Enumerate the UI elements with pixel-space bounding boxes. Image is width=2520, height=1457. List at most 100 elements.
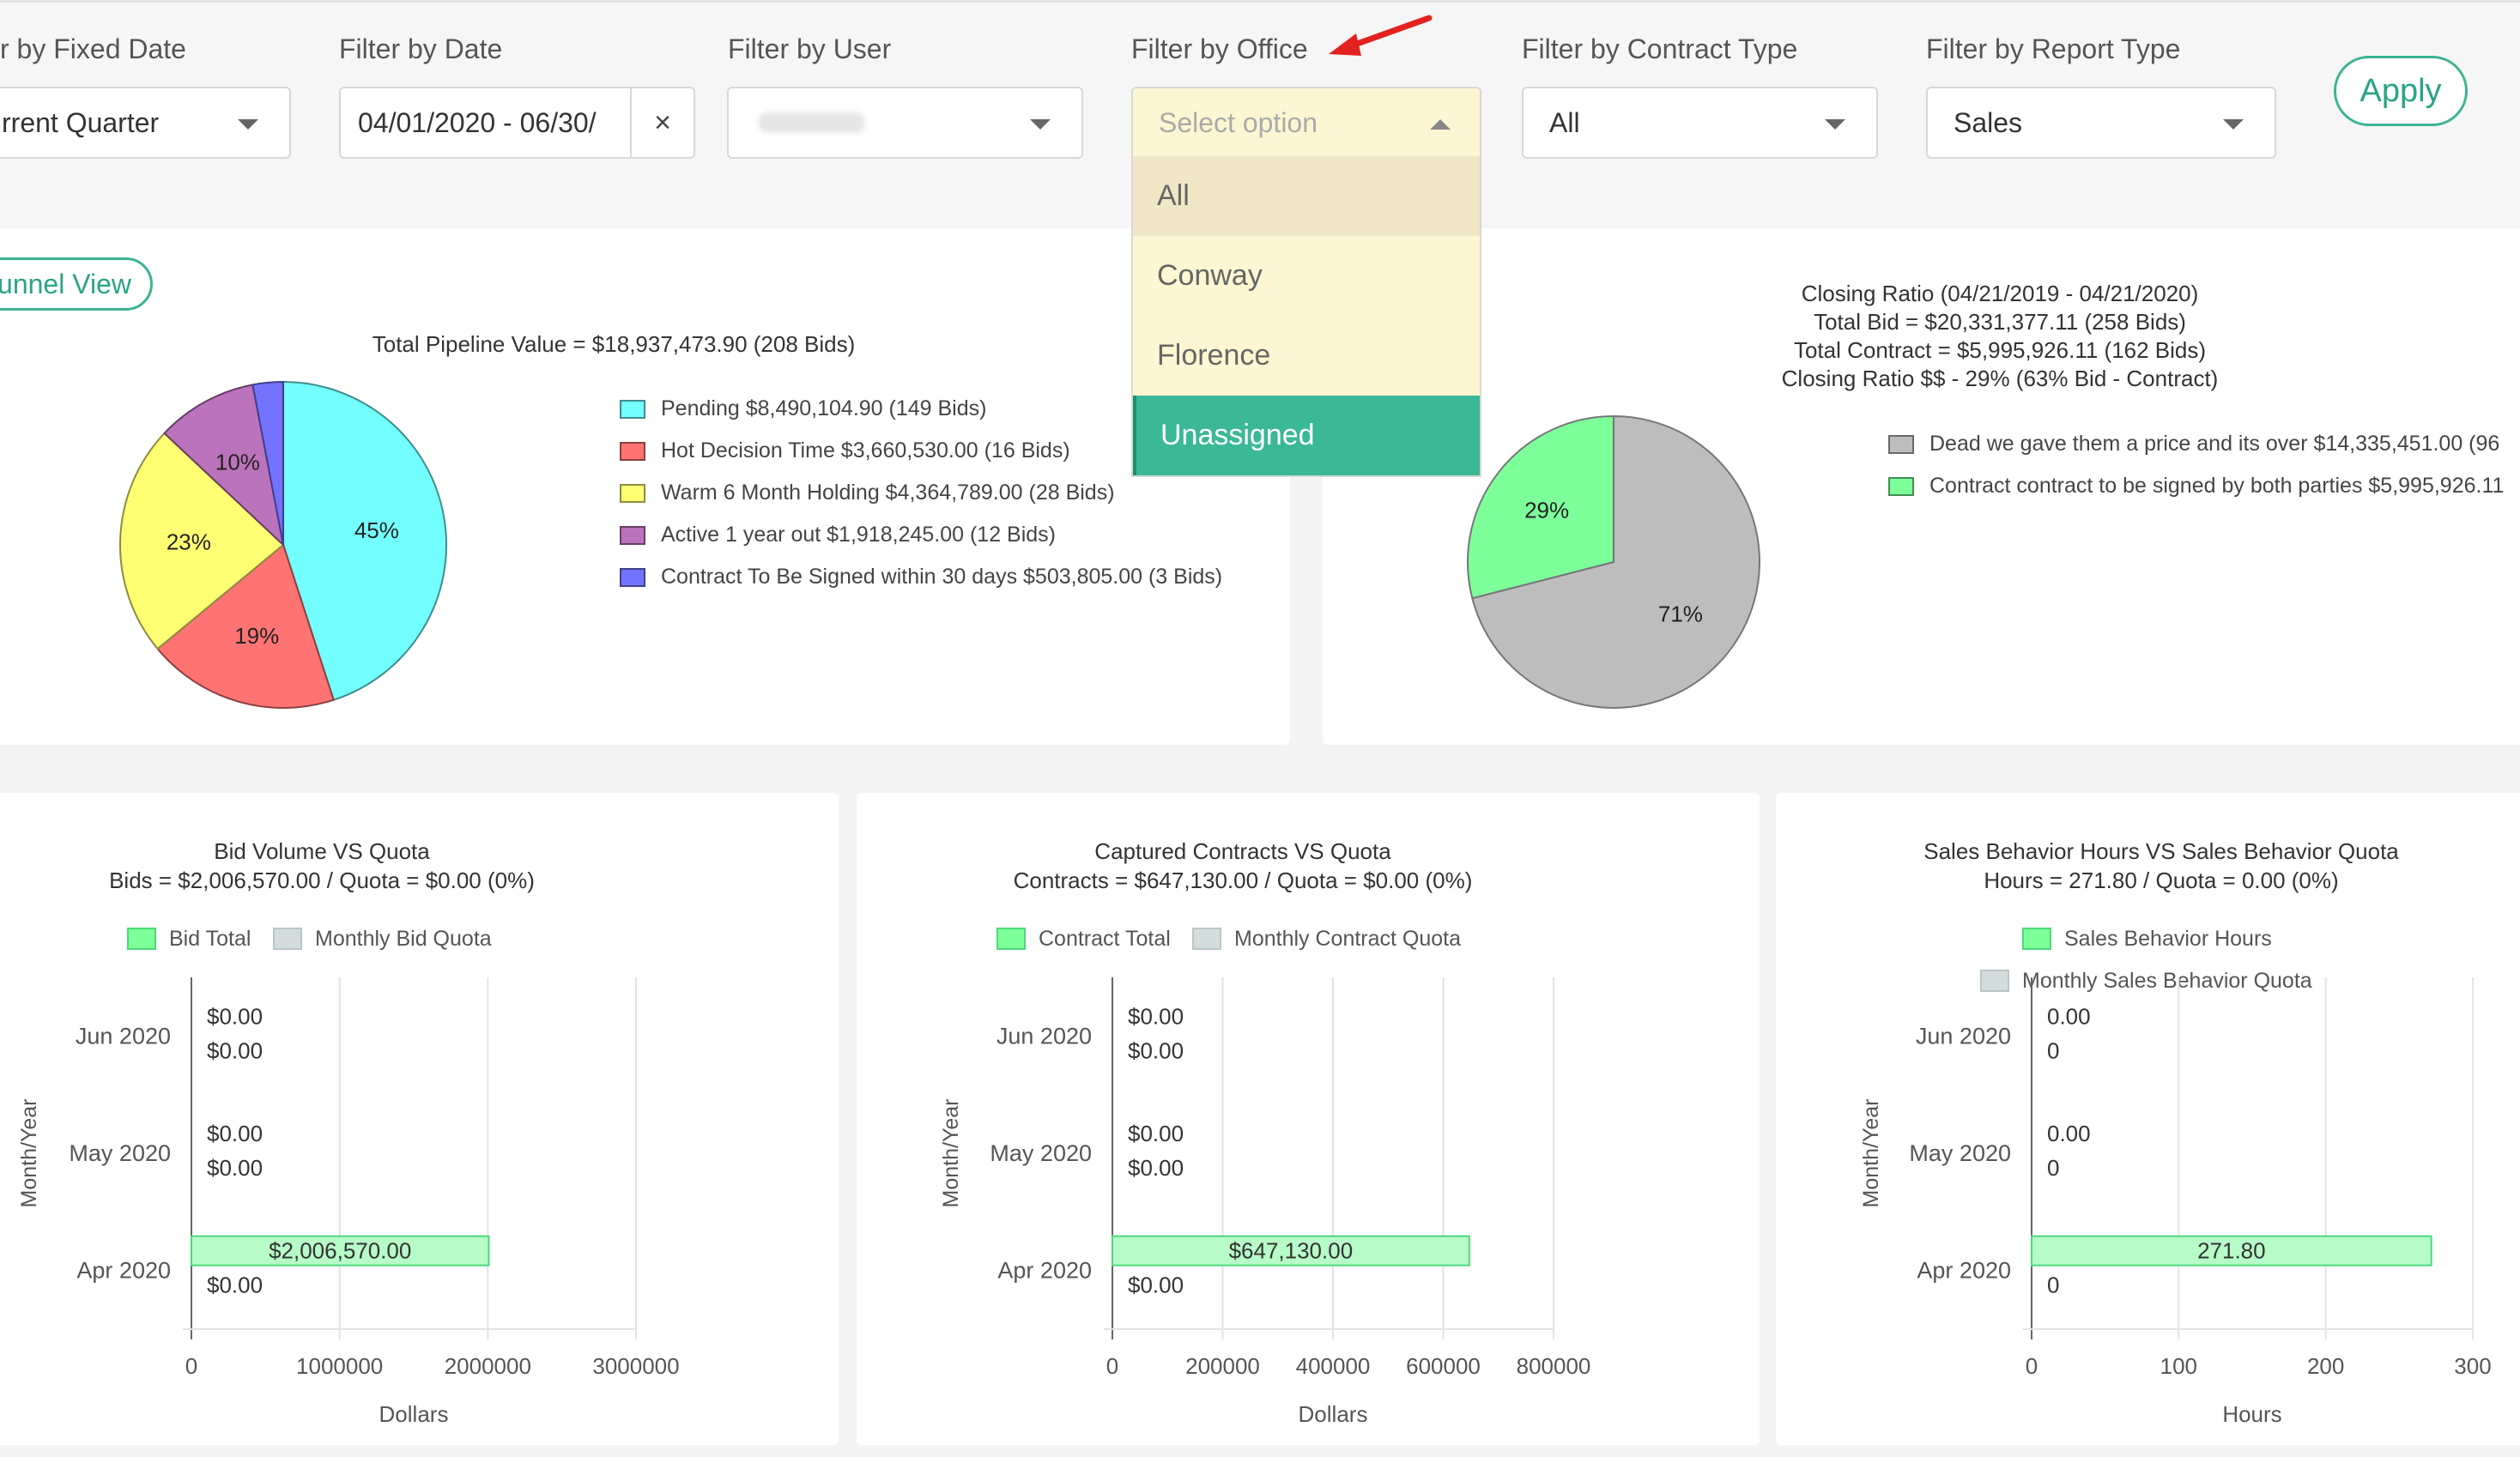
user-value-redacted — [758, 112, 865, 133]
chevron-up-icon — [1430, 119, 1451, 130]
legend-label[interactable]: Monthly Sales Behavior Quota — [2022, 969, 2312, 993]
bar-value-label: $0.00 — [1128, 1003, 1184, 1029]
legend-item[interactable]: Warm 6 Month Holding $4,364,789.00 (28 B… — [620, 481, 1115, 505]
x-axis-label: Hours — [2222, 1401, 2281, 1427]
y-tick-label: Apr 2020 — [76, 1258, 171, 1284]
legend-swatch — [1981, 970, 2008, 991]
bar-value-label: 0.00 — [2047, 1003, 2091, 1029]
office-dropdown-menu: All Conway Florence Unassigned — [1131, 156, 1481, 477]
legend-swatch — [620, 484, 645, 503]
bar-value-label: $0.00 — [1128, 1121, 1184, 1146]
date-range-value: 04/01/2020 - 06/30/ — [358, 107, 615, 139]
bar-value-label: $0.00 — [207, 1273, 263, 1298]
pie-slice-label: 23% — [167, 529, 211, 555]
closing-ratio-pie-chart: 71% 29% — [1451, 403, 1785, 729]
closing-ratio-title-line: Closing Ratio $$ - 29% (63% Bid - Contra… — [1657, 365, 2343, 393]
closing-ratio-title-line: Total Bid = $20,331,377.11 (258 Bids) — [1657, 308, 2343, 336]
bar-value-label: $0.00 — [1128, 1155, 1184, 1181]
contract-type-select[interactable]: All — [1522, 87, 1878, 159]
legend-label: Contract contract to be signed by both p… — [1929, 474, 2504, 499]
legend-label[interactable]: Bid Total — [169, 927, 251, 951]
legend-item[interactable]: Contract To Be Signed within 30 days $50… — [620, 565, 1222, 589]
pipeline-chart-title: Total Pipeline Value = $18,937,473.90 (2… — [257, 331, 970, 358]
filter-contract-type-label: Filter by Contract Type — [1522, 33, 1797, 65]
bar-value-label: $0.00 — [207, 1155, 263, 1181]
closing-ratio-title-line: Closing Ratio (04/21/2019 - 04/21/2020) — [1657, 280, 2343, 308]
chevron-down-icon — [238, 119, 258, 130]
bar-value-label: 271.80 — [2197, 1238, 2266, 1264]
bar-value-label: 0 — [2047, 1155, 2059, 1181]
sales-behavior-bar-chart: Sales Behavior Hours VS Sales Behavior Q… — [1776, 793, 2520, 1445]
pie-slice-label: 10% — [215, 449, 260, 475]
y-tick-label: Apr 2020 — [997, 1258, 1092, 1284]
x-tick-label: 0 — [185, 1353, 197, 1379]
legend-swatch — [274, 928, 301, 949]
filter-office-label: Filter by Office — [1131, 33, 1308, 65]
legend-item[interactable]: Hot Decision Time $3,660,530.00 (16 Bids… — [620, 438, 1070, 463]
report-type-value: Sales — [1954, 107, 2022, 139]
y-tick-label: Jun 2020 — [996, 1023, 1092, 1049]
office-option-all[interactable]: All — [1133, 156, 1480, 236]
legend-label: Hot Decision Time $3,660,530.00 (16 Bids… — [661, 438, 1070, 463]
office-option-florence[interactable]: Florence — [1133, 316, 1480, 396]
closing-ratio-title: Closing Ratio (04/21/2019 - 04/21/2020) … — [1657, 280, 2343, 393]
legend-swatch — [620, 526, 645, 545]
bar-value-label: 0.00 — [2047, 1121, 2091, 1146]
chart-title: Bids = $2,006,570.00 / Quota = $0.00 (0%… — [109, 868, 535, 893]
filter-date-label: Filter by Date — [339, 33, 502, 65]
funnel-view-button[interactable]: unnel View — [0, 257, 153, 311]
legend-swatch — [1888, 477, 1914, 496]
office-select-placeholder: Select option — [1159, 107, 1318, 139]
user-select[interactable] — [727, 87, 1083, 159]
closing-ratio-title-line: Total Contract = $5,995,926.11 (162 Bids… — [1657, 336, 2343, 365]
chevron-down-icon — [1030, 119, 1051, 130]
x-tick-label: 100 — [2160, 1353, 2197, 1379]
legend-label[interactable]: Sales Behavior Hours — [2064, 927, 2272, 951]
contract-type-value: All — [1549, 107, 1580, 139]
y-axis-label: Month/Year — [17, 1099, 41, 1208]
report-type-select[interactable]: Sales — [1926, 87, 2276, 159]
bar-value-label: 0 — [2047, 1273, 2059, 1298]
legend-item[interactable]: Dead we gave them a price and its over $… — [1888, 432, 2499, 456]
x-axis-label: Dollars — [1299, 1401, 1368, 1427]
legend-label: Pending $8,490,104.90 (149 Bids) — [661, 396, 986, 421]
date-range-input[interactable]: 04/01/2020 - 06/30/ × — [339, 87, 695, 159]
clear-icon[interactable]: × — [630, 88, 694, 157]
office-select[interactable]: Select option — [1131, 87, 1481, 159]
y-tick-label: May 2020 — [69, 1140, 171, 1166]
legend-label[interactable]: Monthly Contract Quota — [1234, 927, 1461, 951]
pie-slice-label: 19% — [234, 623, 279, 649]
legend-label: Dead we gave them a price and its over $… — [1929, 432, 2499, 456]
fixed-date-select[interactable]: rrent Quarter — [0, 87, 291, 159]
pie-slice-label: 29% — [1524, 498, 1569, 523]
bar-value-label: $0.00 — [207, 1003, 263, 1029]
bar-value-label: $647,130.00 — [1229, 1238, 1354, 1264]
chart-title: Bid Volume VS Quota — [214, 838, 430, 864]
pie-slice-label: 45% — [354, 517, 399, 543]
legend-label: Warm 6 Month Holding $4,364,789.00 (28 B… — [661, 481, 1115, 505]
bid-volume-bar-chart: Bid Volume VS Quota Bids = $2,006,570.00 … — [0, 793, 839, 1445]
legend-item[interactable]: Contract contract to be signed by both p… — [1888, 474, 2504, 499]
office-option-unassigned[interactable]: Unassigned — [1133, 396, 1480, 475]
bar-value-label: $0.00 — [1128, 1037, 1184, 1063]
legend-swatch — [620, 442, 645, 461]
chart-title: Captured Contracts VS Quota — [1094, 838, 1391, 864]
chevron-down-icon — [1825, 119, 1845, 130]
y-tick-label: Jun 2020 — [1916, 1023, 2011, 1049]
legend-label[interactable]: Monthly Bid Quota — [315, 927, 492, 951]
legend-label: Contract To Be Signed within 30 days $50… — [661, 565, 1222, 589]
apply-button[interactable]: Apply — [2334, 56, 2468, 126]
x-tick-label: 1000000 — [296, 1353, 383, 1379]
legend-swatch — [620, 400, 645, 419]
x-tick-label: 200000 — [1185, 1353, 1260, 1379]
office-option-conway[interactable]: Conway — [1133, 236, 1480, 316]
legend-swatch — [1888, 435, 1914, 454]
legend-label[interactable]: Contract Total — [1039, 927, 1171, 951]
x-tick-label: 600000 — [1406, 1353, 1481, 1379]
legend-label: Active 1 year out $1,918,245.00 (12 Bids… — [661, 523, 1056, 547]
y-tick-label: Jun 2020 — [76, 1023, 171, 1049]
legend-item[interactable]: Active 1 year out $1,918,245.00 (12 Bids… — [620, 523, 1056, 547]
legend-item[interactable]: Pending $8,490,104.90 (149 Bids) — [620, 396, 986, 421]
chart-title: Hours = 271.80 / Quota = 0.00 (0%) — [1984, 868, 2338, 893]
legend-swatch — [2023, 928, 2051, 949]
